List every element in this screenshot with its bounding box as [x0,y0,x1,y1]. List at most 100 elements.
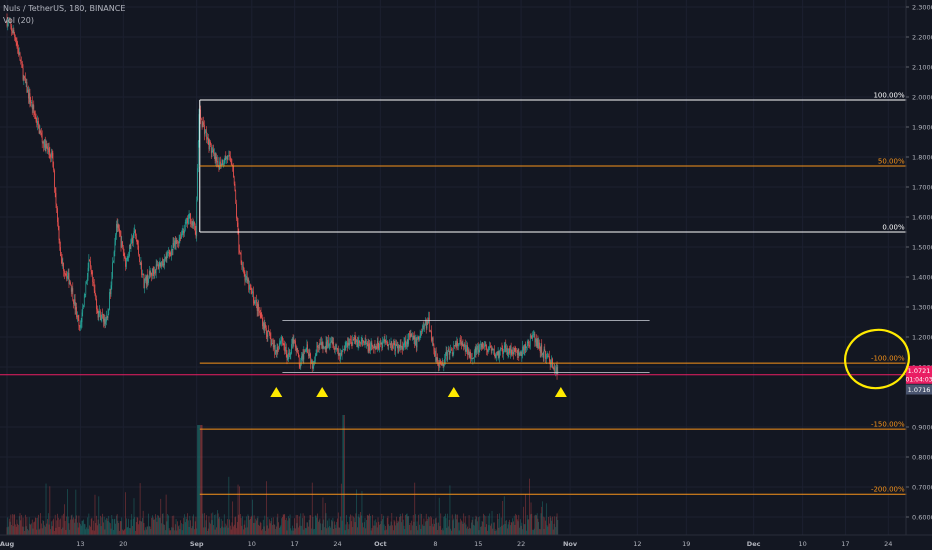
candle-body [389,343,391,345]
candle-body [507,352,509,355]
volume-bar [457,514,458,535]
volume-bar [168,515,169,535]
candle-body [212,149,214,151]
candle-body [79,326,81,328]
candle-body [384,339,386,342]
volume-bar [117,520,119,535]
candle-body [299,365,301,367]
volume-bar [18,516,20,535]
price-tick-label: 2.1000 [912,64,932,72]
volume-bar [70,519,71,535]
volume-bar [248,515,250,535]
candlesticks [6,13,559,380]
time-tick-label: 10 [798,540,806,548]
candle-body [375,346,377,349]
candle-body [442,362,444,367]
volume-bar [315,515,317,535]
volume-bar [249,519,250,535]
candle-body [57,222,59,227]
volume-bar [239,486,240,535]
candle-body [230,156,231,162]
candle-body [43,141,45,148]
candle-body [230,161,232,164]
candle-body [362,339,364,341]
candle-body [157,264,159,266]
volume-bar [240,518,242,535]
candle-body [311,359,312,364]
volume-bar [168,528,170,535]
volume-bar [347,521,348,535]
volume-bar [242,516,243,535]
candle-body [109,292,111,295]
volume-bar [110,528,112,535]
candle-body [241,263,243,267]
candle-body [392,343,394,349]
candle-body [269,331,270,334]
candle-body [422,328,423,332]
candle-body [415,337,417,348]
candle-body [468,349,470,358]
volume-bar [197,425,199,535]
volume-bar [503,524,504,535]
volume-bar [383,515,384,535]
candle-body [243,266,244,272]
volume-bar [12,514,13,535]
candle-body [282,336,283,341]
candle-body [63,263,64,271]
candle-body [360,340,362,344]
candle-body [110,285,112,295]
candle-body [262,317,263,327]
volume-bar [379,524,381,535]
candle-body [458,344,459,346]
volume-bar [136,517,138,535]
volume-bar [220,528,221,535]
volume-bar [373,520,375,535]
candle-body [510,346,511,354]
candle-body [275,349,276,355]
volume-bar [444,516,445,535]
volume-bar [113,519,115,535]
volume-bar [438,522,439,535]
volume-bar [454,528,455,535]
volume-bar [121,517,123,535]
candle-body [318,347,319,349]
candle-body [402,346,403,350]
volume-bar [421,513,422,535]
candle-body [458,343,460,345]
candle-body [181,233,182,239]
candle-body [490,347,492,351]
volume-indicator-label[interactable]: Vol (20) [3,16,34,25]
candle-body [545,357,547,359]
volume-bar [239,514,241,535]
volume-bar [386,529,387,535]
candle-body [536,339,538,347]
candle-body [121,241,123,248]
candle-body [417,336,419,340]
volume-bar [105,519,107,535]
candle-body [265,327,267,335]
volume-bar [367,515,369,535]
candle-body [70,284,72,292]
volume-bar [410,530,412,535]
candle-body [60,255,62,259]
consolidation-range [282,320,650,373]
time-axis[interactable]: Aug 13 20 Sep 10 17 24 Oct 8 15 22 Nov 12 19 Dec 10 17 24 [0,534,932,548]
volume-bar [313,529,315,535]
candle-body [502,350,504,354]
candle-body [204,132,206,135]
volume-bar [411,520,413,535]
symbol-title[interactable]: Nuls / TetherUS, 180, BINANCE [3,4,126,13]
volume-bar [312,516,314,535]
volume-bar [278,527,280,535]
candle-body [183,231,185,234]
volume-bar [126,527,128,535]
volume-bar [191,528,192,535]
candle-body [443,364,445,367]
candle-body [239,250,240,253]
candle-body [314,354,316,361]
candle-body [66,274,68,279]
